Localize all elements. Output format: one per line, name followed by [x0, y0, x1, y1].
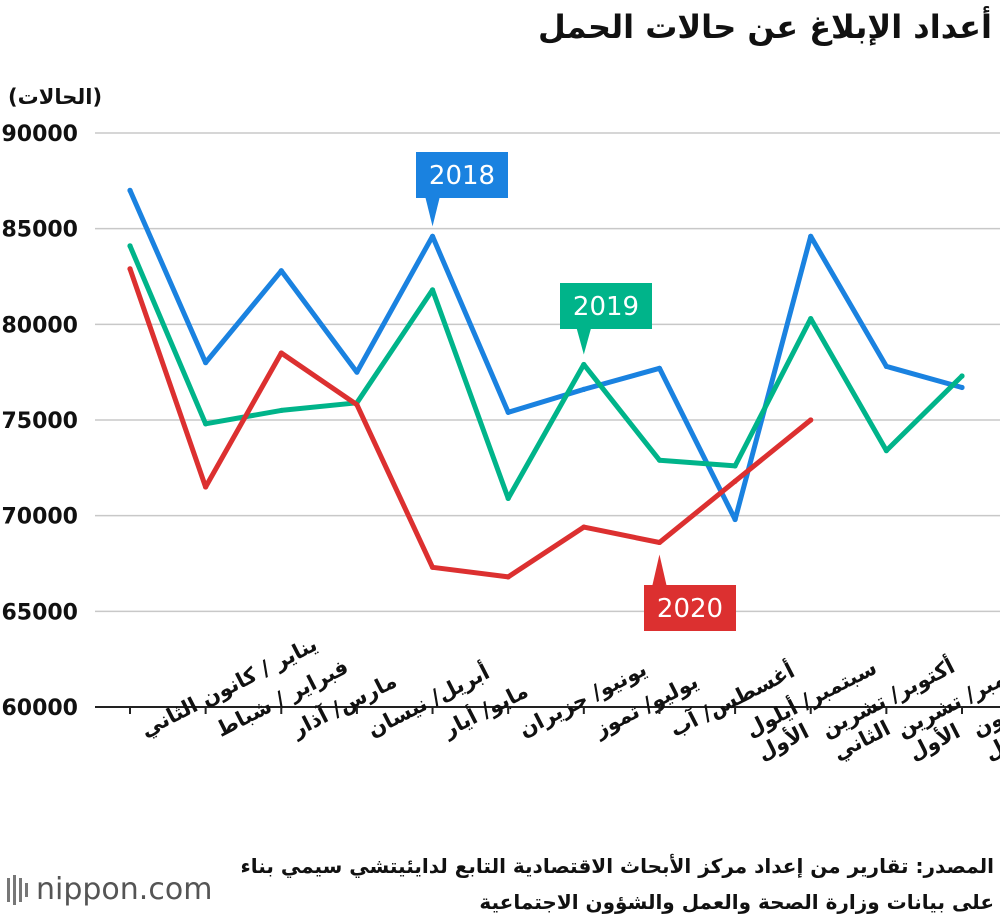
- y-tick-label: 70000: [1, 505, 78, 530]
- data-point-2020: [278, 350, 284, 356]
- data-point-2020: [732, 478, 738, 484]
- data-point-2020: [505, 574, 511, 580]
- y-tick-label: 80000: [1, 313, 78, 338]
- data-point-2018: [581, 386, 587, 392]
- data-point-2020: [429, 564, 436, 570]
- data-point-2019: [429, 287, 436, 293]
- data-point-2018: [505, 409, 511, 415]
- data-point-2018: [959, 384, 965, 391]
- data-point-2020: [354, 402, 360, 408]
- data-point-2018: [354, 369, 360, 375]
- data-point-2019: [883, 448, 889, 454]
- line-chart: 60000 65000 70000 75000 80000 85000 90000 (الح…: [1, 85, 1000, 765]
- callout-box: [560, 283, 652, 329]
- data-point-2018: [127, 187, 133, 193]
- data-point-2019: [732, 463, 738, 469]
- data-point-2018: [278, 268, 284, 274]
- data-point-2018: [429, 233, 436, 239]
- y-axis-ticks: 60000 65000 70000 75000 80000 85000 90000: [1, 122, 78, 721]
- y-tick-label: 65000: [1, 600, 78, 625]
- callout-2020: 2020: [644, 554, 736, 631]
- logo-text: nippon.com: [36, 872, 213, 907]
- source-line: على بيانات وزارة الصحة والعمل والشؤون ال…: [479, 890, 994, 914]
- data-point-2019: [581, 361, 587, 368]
- y-tick-label: 85000: [1, 218, 78, 243]
- callout-label: 2019: [573, 292, 639, 322]
- callout-pointer: [425, 198, 440, 227]
- source-line: المصدر: تقارير من إعداد مركز الأبحاث الا…: [240, 854, 994, 878]
- callout-2019: 2019: [560, 283, 652, 355]
- data-point-2020: [203, 484, 209, 490]
- data-point-2018: [656, 365, 663, 371]
- data-point-2018: [808, 233, 814, 239]
- series-line-2020: [127, 266, 814, 580]
- nippon-logo: nippon.com: [6, 872, 212, 907]
- data-point-2019: [656, 457, 663, 463]
- nippon-logo-icon: [7, 874, 28, 905]
- chart-title: أعداد الإبلاغ عن حالات الحمل: [537, 8, 992, 46]
- series-lines: [127, 187, 965, 580]
- callout-2018: 2018: [416, 152, 508, 227]
- data-point-2019: [959, 373, 965, 379]
- y-axis-label: (الحالات): [8, 85, 102, 109]
- callout-pointer: [652, 554, 667, 585]
- data-point-2019: [808, 315, 814, 322]
- series-line-2018: [127, 187, 965, 522]
- data-point-2018: [203, 360, 209, 366]
- callout-pointer: [576, 329, 591, 355]
- y-tick-label: 60000: [1, 696, 78, 721]
- data-point-2020: [127, 266, 133, 272]
- source-note: المصدر: تقارير من إعداد مركز الأبحاث الا…: [240, 848, 994, 920]
- y-tick-label: 90000: [1, 122, 78, 147]
- data-point-2020: [581, 524, 587, 530]
- y-tick-label: 75000: [1, 409, 78, 434]
- callout-label: 2018: [429, 161, 495, 191]
- callout-label: 2020: [657, 594, 723, 624]
- data-point-2020: [808, 417, 814, 423]
- data-point-2019: [127, 243, 133, 249]
- callout-box: [644, 585, 736, 631]
- series-callouts: 2018 2019 2020: [416, 152, 736, 631]
- data-point-2020: [656, 539, 663, 546]
- data-point-2018: [732, 516, 738, 523]
- data-point-2019: [505, 495, 511, 502]
- data-point-2019: [203, 421, 209, 427]
- data-point-2018: [883, 363, 889, 370]
- data-point-2019: [278, 407, 284, 414]
- series-line-2019: [127, 243, 965, 501]
- callout-box: [416, 152, 508, 198]
